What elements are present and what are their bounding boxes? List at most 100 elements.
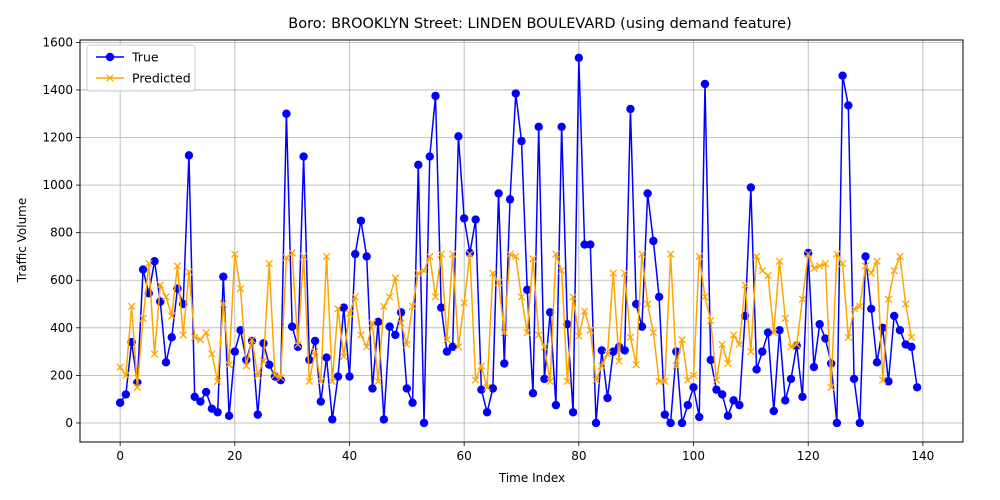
- data-point: [276, 375, 285, 385]
- data-point: [586, 240, 595, 249]
- data-point: [575, 332, 583, 340]
- data-point: [723, 411, 733, 421]
- x-tick-label: 100: [682, 449, 705, 463]
- data-point: [712, 385, 721, 394]
- data-point: [437, 250, 445, 258]
- data-point: [534, 122, 543, 132]
- data-point: [890, 266, 898, 275]
- data-point: [288, 249, 296, 257]
- data-point: [632, 360, 640, 369]
- data-point: [287, 322, 297, 331]
- data-point: [333, 372, 343, 381]
- data-point: [477, 362, 486, 370]
- data-point: [827, 383, 835, 392]
- data-point: [322, 353, 331, 362]
- data-point: [161, 358, 171, 367]
- data-point: [431, 91, 440, 101]
- y-tick-label: 800: [50, 226, 73, 240]
- data-point: [259, 339, 268, 348]
- data-point: [299, 252, 308, 261]
- data-point: [414, 269, 423, 277]
- data-point: [385, 293, 394, 301]
- data-point: [201, 387, 211, 397]
- data-point: [649, 236, 658, 246]
- data-point: [419, 418, 429, 428]
- legend-marker: [105, 52, 115, 62]
- data-point: [196, 397, 205, 406]
- data-point: [775, 257, 784, 265]
- data-point: [815, 320, 824, 329]
- data-point: [374, 377, 382, 386]
- data-point: [397, 319, 405, 327]
- data-point: [706, 355, 715, 365]
- data-point: [792, 340, 801, 349]
- data-point: [185, 268, 193, 276]
- data-point: [517, 293, 526, 301]
- data-point: [873, 257, 881, 265]
- data-point: [179, 331, 187, 339]
- data-point: [626, 333, 635, 342]
- data-point: [631, 299, 641, 309]
- data-point: [305, 377, 314, 386]
- data-point: [717, 390, 727, 399]
- data-point: [878, 376, 887, 384]
- data-point: [466, 250, 474, 258]
- data-point: [116, 363, 124, 371]
- data-point: [701, 293, 709, 301]
- y-axis-title: Traffic Volume: [15, 198, 29, 284]
- data-point: [609, 347, 618, 356]
- data-point: [643, 300, 652, 308]
- data-point: [391, 330, 400, 340]
- data-point: [775, 326, 784, 335]
- data-point: [391, 274, 400, 282]
- data-point: [763, 328, 773, 337]
- data-point: [339, 303, 348, 312]
- data-point: [460, 299, 468, 307]
- data-point: [133, 383, 142, 392]
- data-point: [523, 328, 531, 337]
- data-point: [437, 303, 446, 312]
- data-point: [557, 122, 566, 132]
- data-point: [339, 352, 348, 361]
- data-point: [402, 384, 412, 393]
- data-point: [815, 262, 824, 270]
- data-point: [781, 396, 790, 405]
- data-point: [351, 293, 359, 301]
- legend: True Predicted: [86, 44, 196, 92]
- data-point: [448, 250, 457, 258]
- data-point: [615, 357, 623, 365]
- data-point: [224, 411, 234, 421]
- legend-item: True: [96, 50, 159, 65]
- data-point: [649, 328, 658, 337]
- data-point: [752, 365, 761, 374]
- x-tick-label: 20: [227, 449, 242, 463]
- data-point: [500, 328, 509, 337]
- data-point: [373, 317, 383, 327]
- data-point: [248, 335, 256, 344]
- data-point: [803, 248, 813, 258]
- data-point: [505, 195, 515, 204]
- data-point: [695, 412, 704, 422]
- data-point: [787, 343, 795, 351]
- data-point: [523, 285, 532, 294]
- data-point: [351, 249, 360, 259]
- x-tick-label: 60: [457, 449, 472, 463]
- data-point: [580, 307, 589, 315]
- data-point: [385, 322, 394, 331]
- plot-frame: [79, 39, 964, 443]
- data-point: [638, 250, 646, 258]
- data-point: [145, 259, 153, 268]
- data-point: [677, 418, 687, 428]
- data-point: [826, 359, 836, 368]
- data-point: [764, 271, 772, 280]
- data-point: [712, 376, 721, 384]
- data-point: [861, 252, 870, 261]
- data-point: [912, 383, 922, 392]
- data-point: [867, 269, 876, 277]
- series-predicted: [116, 249, 916, 392]
- data-point: [620, 269, 629, 277]
- data-point: [414, 160, 423, 170]
- data-point: [356, 216, 366, 225]
- data-point: [465, 248, 475, 258]
- data-point: [213, 377, 222, 386]
